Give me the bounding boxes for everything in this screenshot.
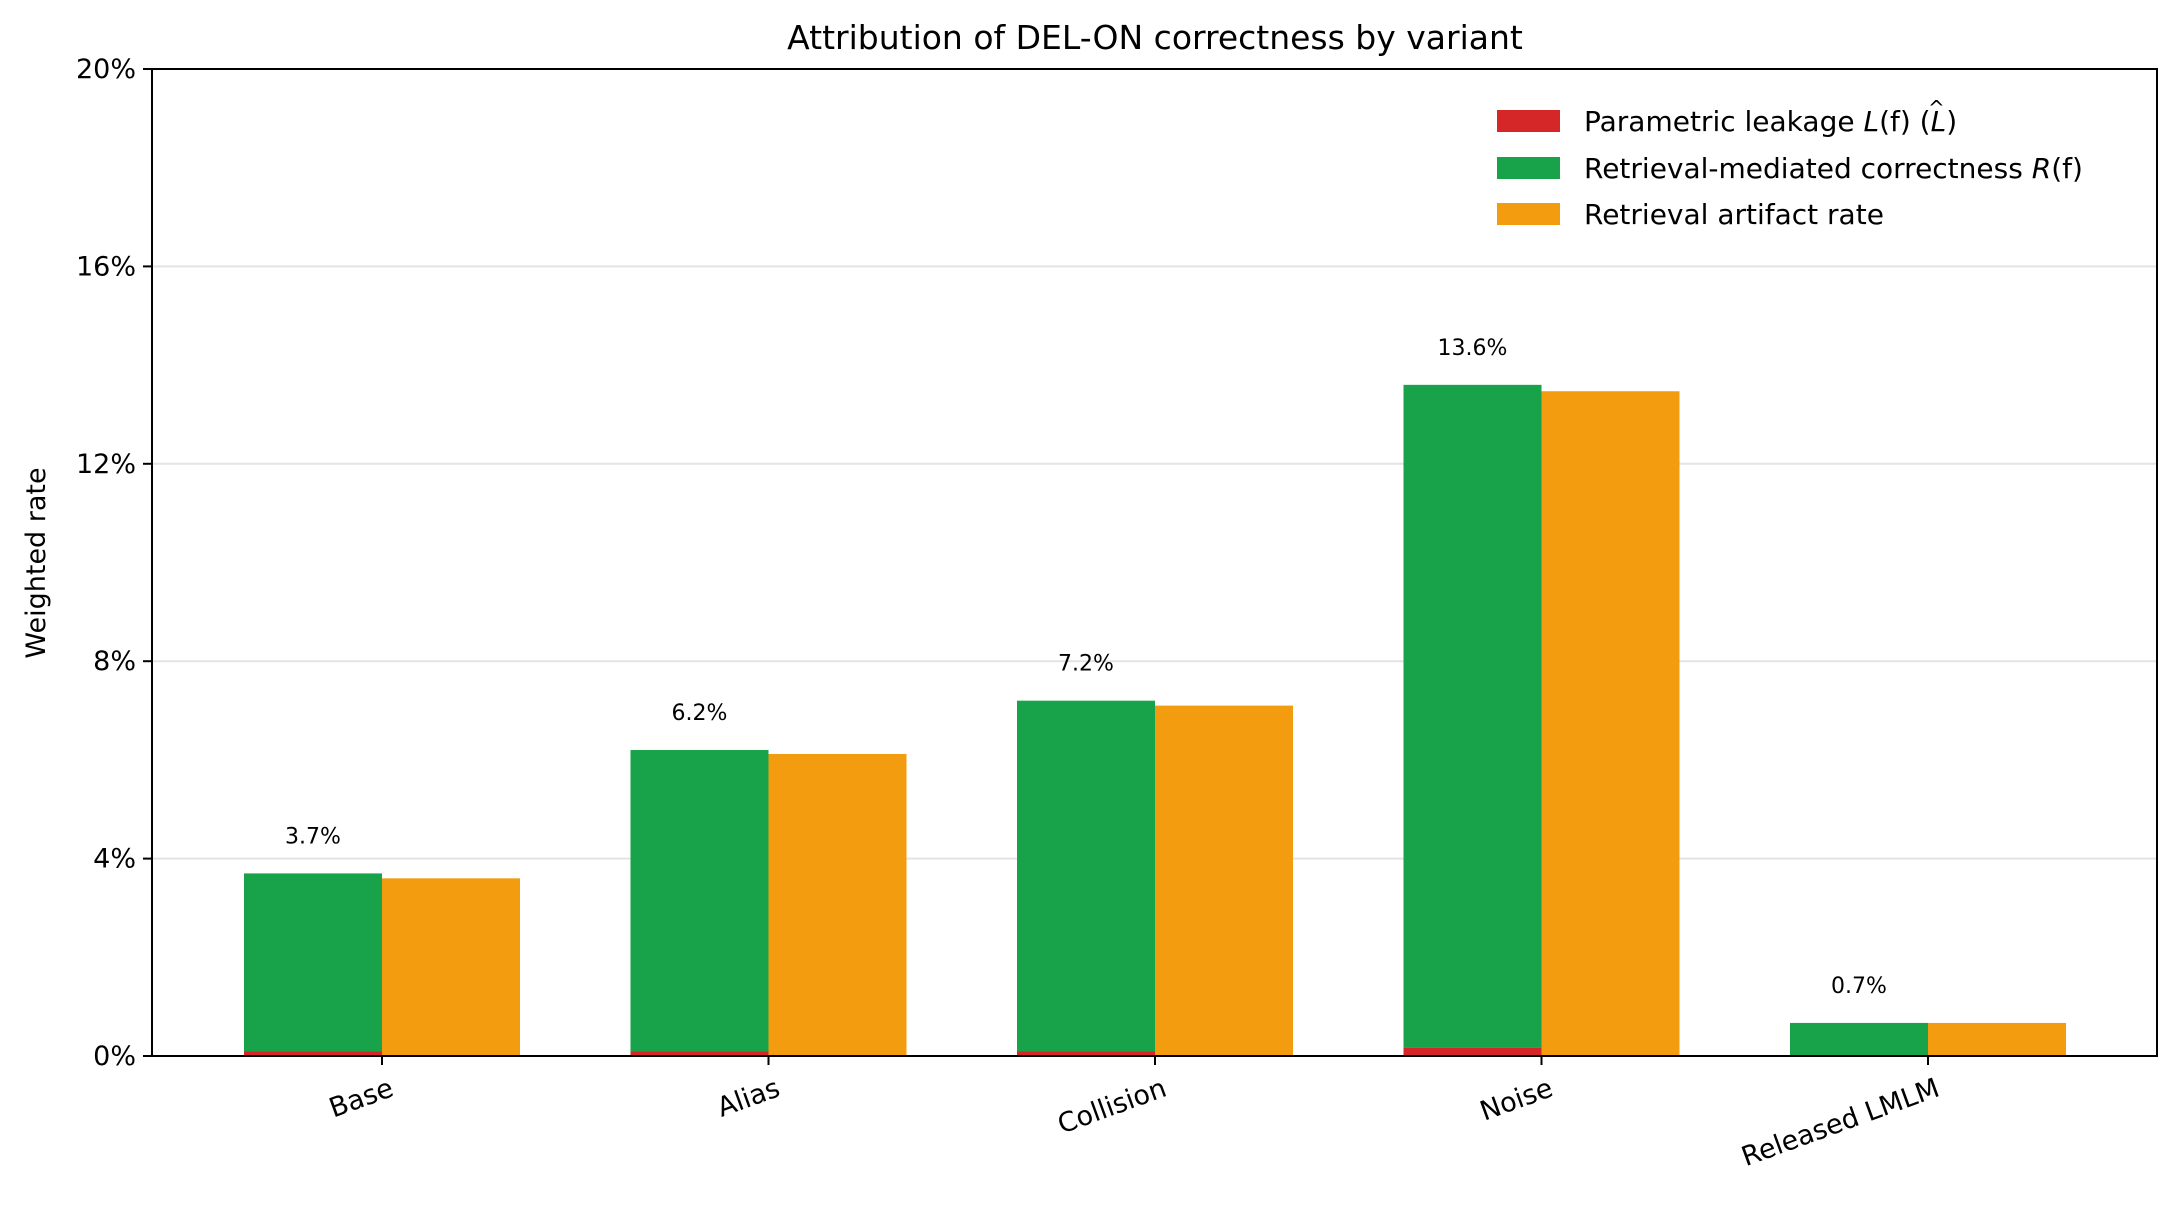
bar-retrieval — [1017, 700, 1155, 1052]
bar-retrieval — [1790, 1022, 1928, 1056]
bar-value-label: 0.7% — [1831, 974, 1887, 999]
y-tick-label: 0% — [93, 1041, 136, 1072]
bar-leakage — [630, 1051, 769, 1056]
y-axis-label: Weighted rate — [21, 467, 52, 658]
y-tick-label: 8% — [93, 646, 136, 677]
bar-value-label: 3.7% — [285, 824, 341, 849]
bar-retrieval — [1403, 384, 1542, 1048]
chart-title: Attribution of DEL-ON correctness by var… — [787, 18, 1523, 57]
y-tick-label: 12% — [76, 449, 136, 480]
legend-hat-mark: ^ — [1928, 96, 1945, 120]
gridlines — [152, 265, 2157, 860]
y-tick-label: 20% — [76, 54, 136, 85]
bar-leakage — [244, 1051, 382, 1056]
y-tick-label: 4% — [93, 844, 136, 875]
legend: Parametric leakage L(f) (L) ^ Retrieval-… — [1497, 96, 2083, 231]
bar-leakage — [1403, 1047, 1542, 1056]
bars — [244, 384, 2066, 1056]
data-labels: 3.7% 6.2% 7.2% 13.6% 0.7% — [285, 336, 1887, 999]
bar-artifact — [382, 878, 520, 1056]
legend-swatch-retrieval — [1497, 157, 1560, 179]
legend-label-leakage: Parametric leakage L(f) (L) — [1584, 105, 1957, 138]
bar-artifact — [1928, 1022, 2066, 1056]
y-tick-label: 16% — [76, 251, 136, 282]
bar-retrieval — [630, 750, 769, 1052]
bar-artifact — [768, 753, 907, 1056]
legend-label-retrieval: Retrieval-mediated correctness R(f) — [1584, 152, 2083, 185]
bar-artifact — [1155, 705, 1293, 1056]
legend-swatch-artifact — [1497, 203, 1560, 225]
bar-retrieval — [244, 873, 382, 1052]
legend-swatch-leakage — [1497, 110, 1560, 132]
legend-label-artifact: Retrieval artifact rate — [1584, 198, 1884, 231]
bar-artifact — [1541, 391, 1680, 1056]
bar-value-label: 6.2% — [672, 701, 728, 726]
bar-value-label: 13.6% — [1438, 336, 1508, 361]
bar-value-label: 7.2% — [1058, 652, 1114, 677]
bar-leakage — [1017, 1051, 1155, 1056]
